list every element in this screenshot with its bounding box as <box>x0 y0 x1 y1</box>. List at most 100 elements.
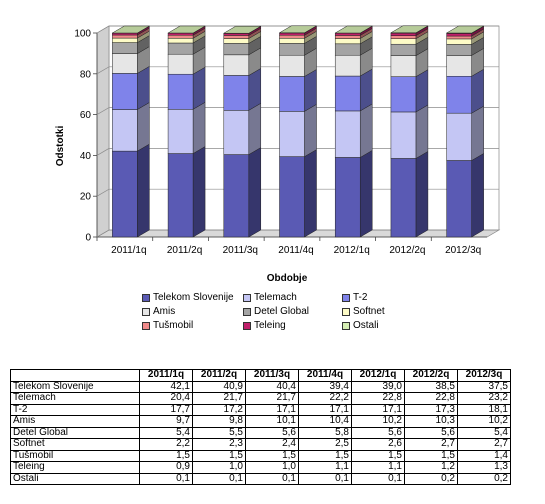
bar-segment-side <box>471 105 484 161</box>
bar-segment <box>167 46 206 75</box>
bar-segment-side <box>192 146 206 238</box>
bar-segment-front <box>112 53 138 74</box>
bar-segment-front <box>279 43 305 56</box>
table-cell: 0,9 <box>139 461 193 474</box>
bar-segment <box>112 102 150 152</box>
bar-segment-front <box>390 38 417 45</box>
table-row-label: Telemach <box>10 392 140 405</box>
table-row-label: Ostali <box>10 472 140 485</box>
bar-segment-front <box>279 32 305 36</box>
bar-segment-front <box>446 35 472 40</box>
table-cell: 5,6 <box>404 426 458 439</box>
bar-top <box>167 25 206 34</box>
bar-stack-2011/2q <box>167 25 206 238</box>
y-tick-label: 60 <box>80 110 92 121</box>
legend-label: Teleing <box>254 320 286 331</box>
bar-segment-front <box>279 38 305 44</box>
table-cell: 1,4 <box>457 449 511 462</box>
bar-segment-side <box>359 103 373 158</box>
bar-segment-side <box>359 150 373 238</box>
bar-segment-front <box>167 38 194 44</box>
bar-segment-front <box>390 158 417 238</box>
bar-segment-front <box>334 43 361 56</box>
x-tick-label: 2011/3q <box>223 245 258 256</box>
table-cell: 40,9 <box>192 380 246 393</box>
bar-stack-2012/1q <box>334 25 374 238</box>
legend-item: Amis <box>142 306 175 317</box>
legend-swatch <box>342 307 350 316</box>
bar-segment <box>390 104 429 159</box>
table-cell: 5,4 <box>457 426 511 439</box>
bar-segment-side <box>415 151 429 238</box>
bar-segment-side <box>137 65 150 110</box>
bar-segment-front <box>112 37 138 43</box>
legend-item: Teleing <box>243 320 286 331</box>
table-cell: 38,5 <box>404 380 458 393</box>
legend-label: Telekom Slovenije <box>153 292 234 303</box>
legend-item: Telekom Slovenije <box>142 292 234 303</box>
bar-segment-front <box>279 111 305 157</box>
bar-segment <box>279 149 317 238</box>
table-cell: 39,0 <box>351 380 405 393</box>
bar-segment <box>446 48 484 77</box>
table-cell: 1,5 <box>245 449 299 462</box>
side-wall <box>96 25 110 238</box>
table-cell: 10,3 <box>404 415 458 428</box>
table-cell: 17,1 <box>245 403 299 416</box>
table-cell: 0,1 <box>351 472 405 485</box>
bar-stack-2012/3q <box>445 25 485 238</box>
bar-segment <box>167 66 206 110</box>
table-cell: 17,3 <box>404 403 458 416</box>
bar-segment-side <box>304 149 317 238</box>
bar-segment <box>279 103 317 158</box>
bar-segment-front <box>167 42 194 55</box>
bar-segment <box>446 153 484 238</box>
legend-item: Tušmobil <box>142 320 193 331</box>
table-cell: 1,1 <box>351 461 405 474</box>
table-cell: 1,1 <box>298 461 352 474</box>
table-cell: 10,2 <box>351 415 405 428</box>
table-cell: 39,4 <box>298 380 352 393</box>
table-cell: 23,2 <box>457 392 511 405</box>
table-column-header: 2012/3q <box>457 369 511 382</box>
bar-segment-side <box>304 69 317 112</box>
legend-label: T-2 <box>353 292 368 303</box>
table-row-label: Tušmobil <box>10 449 140 462</box>
y-tick-label: 40 <box>80 151 92 162</box>
table-cell: 5,5 <box>192 426 246 439</box>
table-cell: 1,5 <box>351 449 405 462</box>
bar-segment-front <box>446 55 472 77</box>
table-column-header: 2012/1q <box>351 369 405 382</box>
bar-segment-side <box>137 102 150 152</box>
bar-segment <box>390 69 429 113</box>
bar-segment-front <box>446 33 472 37</box>
bar-segment-front <box>446 160 472 238</box>
table-cell: 22,8 <box>404 392 458 405</box>
bar-segment <box>390 48 429 78</box>
bar-segment-front <box>279 76 305 112</box>
table-cell: 1,0 <box>192 461 246 474</box>
table-cell: 22,8 <box>351 392 405 405</box>
legend-swatch <box>342 321 350 330</box>
table-cell: 2,2 <box>139 438 193 451</box>
legend-label: Ostali <box>353 320 379 331</box>
table-row-label: Amis <box>10 415 140 428</box>
table-cell: 2,3 <box>192 438 246 451</box>
bar-stack-2011/1q <box>111 25 151 238</box>
x-axis-ticks: 2011/1q 2011/2q 2011/3q 2011/4q 2012/1q 2012/… <box>96 237 481 256</box>
bar-segment-front <box>223 110 250 155</box>
legend-label: Tušmobil <box>153 320 194 331</box>
bar-segment-front <box>279 54 305 77</box>
legend-label: Telemach <box>254 292 297 303</box>
bar-segment-side <box>248 147 262 238</box>
bar-segment-front <box>279 156 305 238</box>
bar-top <box>278 25 318 34</box>
bar-segment <box>223 67 262 111</box>
y-tick-label: 100 <box>74 29 91 40</box>
bar-segment-front <box>167 73 194 110</box>
legend-swatch <box>142 321 150 330</box>
legend-item: Softnet <box>342 306 385 317</box>
legend-swatch <box>243 321 251 330</box>
x-tick-label: 2012/3q <box>445 245 481 256</box>
bar-segment-front <box>279 34 305 39</box>
